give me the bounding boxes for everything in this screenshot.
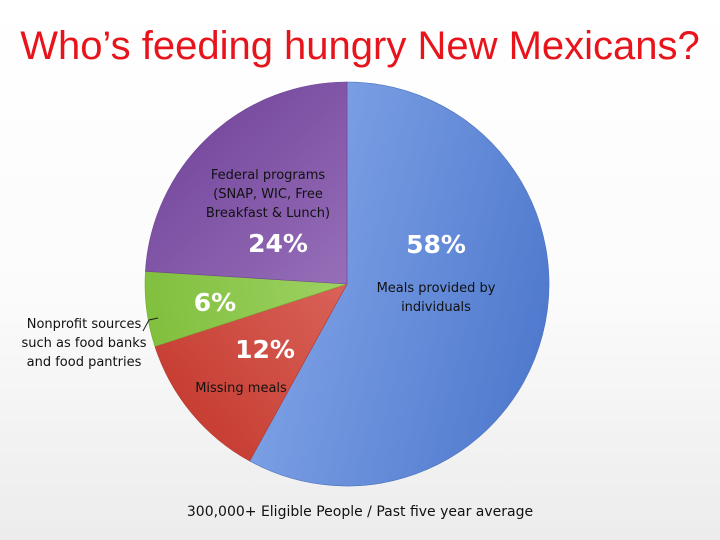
slice-percent-nonprofit: 6% [194, 288, 236, 317]
chart-footnote: 300,000+ Eligible People / Past five yea… [186, 504, 534, 520]
pie-slice-federal [145, 81, 348, 285]
slice-percent-federal: 24% [248, 229, 308, 258]
slice-description-federal: Federal programs (SNAP, WIC, Free Breakfas… [206, 168, 330, 221]
slice-description-nonprofit: Nonprofit sources such as food banks and f… [21, 317, 146, 370]
slice-labels: 58% Meals provided by individuals 12% Missin… [21, 168, 495, 396]
slice-description-missing: Missing meals [195, 381, 287, 396]
pie-slices [144, 81, 550, 487]
slice-description-individuals: Meals provided by individuals [377, 281, 496, 315]
pie-slice-missing [154, 283, 348, 462]
chart-title: Who’s feeding hungry New Mexicans? [20, 24, 700, 68]
pie-slice-individuals [249, 81, 550, 487]
slice-percent-missing: 12% [235, 335, 295, 364]
slice-percent-individuals: 58% [406, 230, 466, 259]
leader-line [142, 317, 159, 332]
nonprofit-leader-line [142, 317, 159, 332]
